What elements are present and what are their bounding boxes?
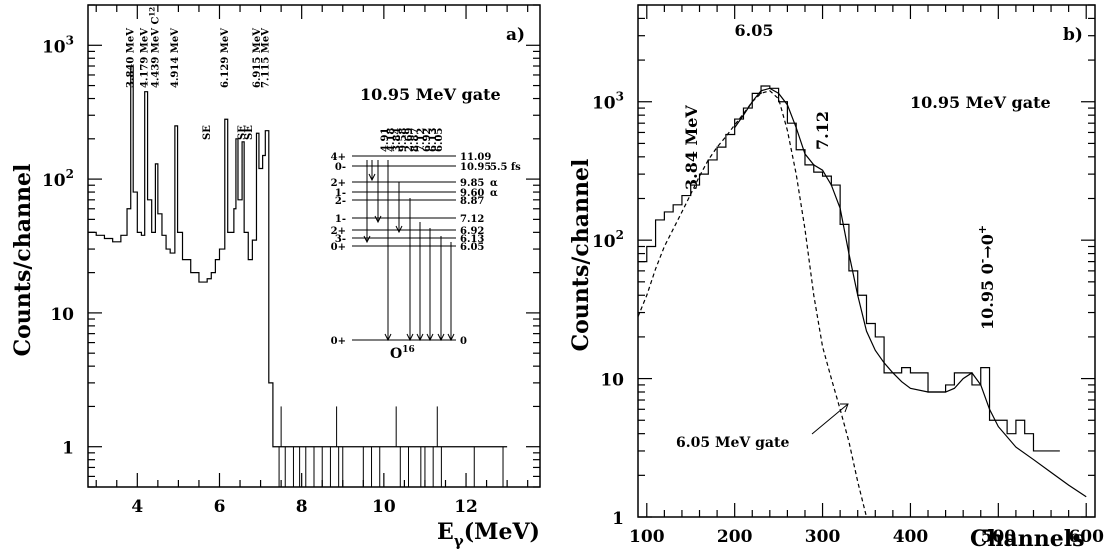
panel-b-x-tick-label-0: 100	[629, 527, 665, 547]
panel-b-x-tick-label-2: 300	[805, 527, 841, 547]
panel-a-peak-labels: 3.840 MeV 4.179 MeV 4.439 MeV C12 4.914 MeV…	[126, 7, 272, 88]
transition-energy-7: 6.92	[422, 128, 433, 152]
level-scheme-arrows	[363, 160, 455, 342]
panel-b-x-tick-label-1: 200	[717, 527, 753, 547]
panel-a-y-ticks: 1 10 102 103	[42, 4, 540, 488]
panel-b-x-tick-label-5: 600	[1068, 527, 1104, 547]
panel-a-x-tick-label-4: 12	[454, 497, 478, 517]
peak-label-0: 3.840 MeV	[126, 28, 137, 88]
level-spin: 2+	[331, 226, 346, 237]
panel-a-plot-frame	[87, 4, 541, 488]
level-spin: 0-	[335, 162, 346, 173]
level-spin: 1-	[335, 188, 346, 199]
panel-b-y-tick-label-1: 10	[600, 371, 624, 391]
level-energy: 6.05	[460, 242, 484, 253]
panel-a-gate-label: 10.95 MeV gate	[360, 85, 501, 104]
panel-a-label: a)	[506, 25, 525, 45]
gate-6-05-label: 6.05 MeV gate	[676, 435, 789, 451]
level-scheme-levels: 4+ 11.09 0- 10.955.5 fs 2+ 9.85 α 1- 9.60 α 2- 8.87…	[331, 152, 522, 347]
panel-a: Counts/channel 1 10 102 103 4 6 8 10 12 Eγ(MeV)…	[10, 4, 541, 550]
level-scheme-nucleus: O16	[390, 345, 415, 362]
level-energy: 7.12	[460, 214, 484, 225]
transition-energy-6: 7.12	[416, 128, 427, 152]
peak-label-1: 4.179 MeV	[140, 28, 151, 88]
peak-label-7-12: 7.12	[813, 111, 832, 150]
level-note: α	[490, 178, 498, 189]
panel-a-y-tick-label-1: 10	[50, 305, 74, 325]
panel-a-x-tick-label-2: 8	[296, 497, 308, 517]
panel-a-y-tick-label-2: 102	[42, 167, 74, 191]
level-energy: 11.09	[460, 152, 491, 163]
level-spin: 2-	[335, 196, 346, 207]
se-label-2: SE	[237, 125, 248, 140]
panel-a-x-tick-label-3: 10	[372, 497, 396, 517]
panel-a-x-ticks: 4 6 8 10 12	[95, 5, 529, 517]
panel-a-x-tick-label-0: 4	[131, 497, 143, 517]
panel-b-plot-frame	[637, 4, 1096, 518]
panel-a-spectrum-line	[88, 65, 508, 448]
level-spin: 0+	[331, 242, 346, 253]
transition-energy-3: 9.58	[398, 128, 409, 152]
panel-b-gate-label: 10.95 MeV gate	[910, 93, 1051, 112]
gate-6-05-arrow	[811, 403, 849, 435]
level-scheme: 4.914.183.849.582.698.877.126.926.136.05…	[331, 128, 522, 362]
level-energy: 9.60	[460, 188, 484, 199]
panel-b-y-axis-label: Counts/channel	[568, 159, 594, 352]
panel-a-y-axis-label: Counts/channel	[10, 164, 36, 357]
peak-label-4: 6.129 MeV	[220, 28, 231, 88]
peak-label-6: 7.115 MeV	[260, 28, 271, 88]
se-label-3: SE	[244, 125, 255, 140]
level-energy: 8.87	[460, 196, 484, 207]
panel-b: Counts/channel 1 10 102 103 100 200 300 400 500…	[568, 4, 1104, 550]
level-energy: 6.92	[460, 226, 484, 237]
panel-b-x-tick-label-4: 500	[981, 527, 1017, 547]
transition-energy-1: 4.18	[386, 128, 397, 152]
panel-b-x-ticks: 100 200 300 400 500 600	[629, 5, 1104, 547]
panel-b-fit-curve	[734, 87, 1087, 498]
panel-b-x-tick-label-3: 400	[893, 527, 929, 547]
panel-b-label: b)	[1063, 25, 1083, 45]
transition-energy-8: 6.13	[428, 128, 439, 152]
level-energy: 6.13	[460, 234, 484, 245]
transition-energy-9: 6.05	[434, 128, 445, 152]
panel-a-y-tick-label-0: 1	[62, 439, 74, 459]
transition-label: 10.95 0-→0+	[976, 225, 997, 330]
peak-label-3: 4.914 MeV	[170, 28, 181, 88]
panel-b-gated-curve	[637, 90, 868, 518]
level-note: 5.5 fs	[490, 162, 521, 173]
panel-a-y-tick-label-3: 103	[42, 33, 74, 57]
panel-b-x-axis-label: Channels	[970, 526, 1085, 550]
level-energy: 10.95	[460, 162, 491, 173]
level-spin: 4+	[331, 152, 346, 163]
level-spin: 3-	[335, 234, 346, 245]
level-spin: 0+	[331, 336, 346, 347]
level-energy: 0	[460, 336, 467, 347]
panel-b-y-tick-label-3: 103	[592, 90, 624, 114]
panel-a-single-counts	[278, 406, 504, 487]
level-energy: 9.85	[460, 178, 484, 189]
panel-b-y-tick-label-2: 102	[592, 228, 624, 252]
panel-b-y-tick-label-0: 1	[612, 509, 624, 529]
level-spin: 1-	[335, 214, 346, 225]
peak-label-6-05: 6.05	[735, 21, 774, 40]
level-scheme-transition-labels: 4.914.183.849.582.698.877.126.926.136.05	[380, 128, 445, 152]
level-spin: 2+	[331, 178, 346, 189]
panel-a-x-axis-label: Eγ(MeV)	[437, 519, 540, 550]
panel-a-x-tick-label-1: 6	[214, 497, 226, 517]
peak-label-5: 6.915 MeV	[252, 28, 263, 88]
transition-energy-2: 3.84	[392, 128, 403, 152]
level-note: α	[490, 188, 498, 199]
peak-label-2: 4.439 MeV C12	[147, 7, 161, 88]
peak-label-3-84: 3.84 MeV	[682, 105, 701, 190]
transition-energy-4: 2.69	[404, 128, 415, 152]
transition-energy-0: 4.91	[380, 128, 391, 152]
gate-6-05-arrow-head	[840, 403, 849, 413]
se-label-1: SE	[202, 125, 213, 140]
transition-energy-5: 8.87	[410, 128, 421, 152]
